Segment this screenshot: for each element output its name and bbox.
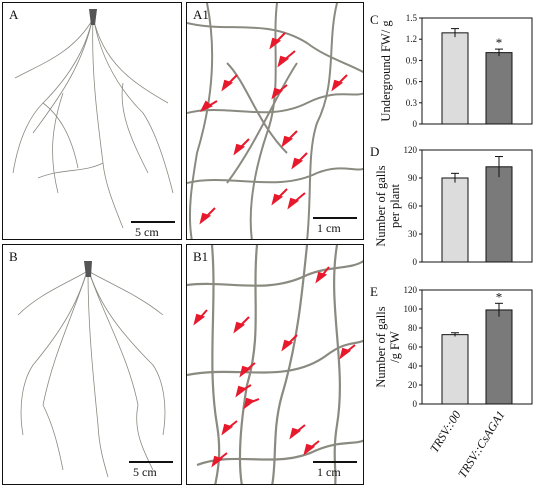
- bar: [485, 309, 513, 405]
- y-tick-label: 80: [408, 323, 418, 333]
- significance-mark: *: [496, 289, 503, 304]
- scale-bar-a1: [313, 217, 357, 219]
- y-tick-label: 100: [404, 304, 418, 314]
- photo-panel-b1: B1 1 cm: [186, 244, 364, 485]
- bar: [485, 166, 513, 263]
- plot-frame: [421, 17, 533, 125]
- category-label: TRSV::00: [427, 408, 464, 455]
- root-photo-b: [17, 261, 166, 478]
- y-axis-label: Number of galls/g FW: [374, 306, 402, 387]
- chart-c: C 0 0.3 0.6 0.9 1.2 1.5 Underground FW/ g *: [370, 12, 533, 129]
- y-tick-label: 60: [408, 342, 418, 352]
- scale-bar-a: [131, 221, 175, 223]
- y-tick-label: 40: [408, 361, 418, 371]
- scale-text-b: 5 cm: [133, 465, 157, 479]
- bar-charts: C 0 0.3 0.6 0.9 1.2 1.5 Underground FW/ g * D 0 30 6…: [370, 12, 533, 481]
- y-tick-label: 120: [404, 145, 418, 155]
- panel-label-a: A: [9, 7, 19, 22]
- y-tick-label: 0: [413, 257, 418, 267]
- y-axis-label: Underground FW/ g: [379, 20, 393, 122]
- root-closeup-a1: [187, 3, 363, 239]
- y-tick-label: 1.2: [406, 34, 417, 44]
- y-tick-label: 0.9: [406, 55, 418, 65]
- y-tick-label: 30: [408, 229, 418, 239]
- plot-frame: [421, 289, 533, 405]
- category-label: TRSV::CsAGA1: [455, 408, 507, 480]
- photo-panel-b: B 5 cm: [2, 244, 182, 485]
- y-tick-label: 120: [404, 285, 418, 295]
- y-tick-label: 0: [413, 399, 418, 409]
- chart-e: E 0 20 40 60 80 100 120 Number of galls/g FW *: [370, 284, 533, 409]
- scale-text-a1: 1 cm: [317, 221, 341, 235]
- significance-mark: *: [496, 35, 503, 50]
- y-tick-label: 0: [413, 119, 418, 129]
- y-tick-label: 0.6: [406, 77, 418, 87]
- panel-label-a1: A1: [193, 7, 209, 22]
- y-axis-label: Number of gallsper plant: [374, 165, 402, 246]
- plot-frame: [421, 149, 533, 263]
- y-tick-label: 90: [408, 173, 418, 183]
- panel-label-b1: B1: [193, 249, 209, 264]
- panel-label-c: C: [370, 12, 379, 27]
- root-photo-a: [12, 9, 174, 229]
- scale-text-b1: 1 cm: [317, 465, 341, 479]
- panel-label-b: B: [9, 249, 18, 264]
- bar: [485, 52, 513, 125]
- y-tick-label: 60: [408, 201, 418, 211]
- scale-bar-b1: [313, 461, 357, 463]
- y-tick-label: 0.3: [406, 98, 418, 108]
- y-tick-label: 1.5: [406, 13, 418, 23]
- bar: [441, 177, 469, 263]
- bar: [441, 32, 469, 125]
- photo-panel-a: A 5 cm: [2, 2, 182, 240]
- scale-text-a: 5 cm: [135, 225, 159, 239]
- root-closeup-b1: [187, 245, 363, 484]
- y-tick-label: 20: [408, 380, 418, 390]
- panel-label-e: E: [370, 284, 378, 299]
- photo-panel-a1: A1 1 cm: [186, 2, 364, 240]
- panel-label-d: D: [370, 144, 379, 159]
- scale-bar-b: [129, 461, 173, 463]
- bar: [441, 334, 469, 405]
